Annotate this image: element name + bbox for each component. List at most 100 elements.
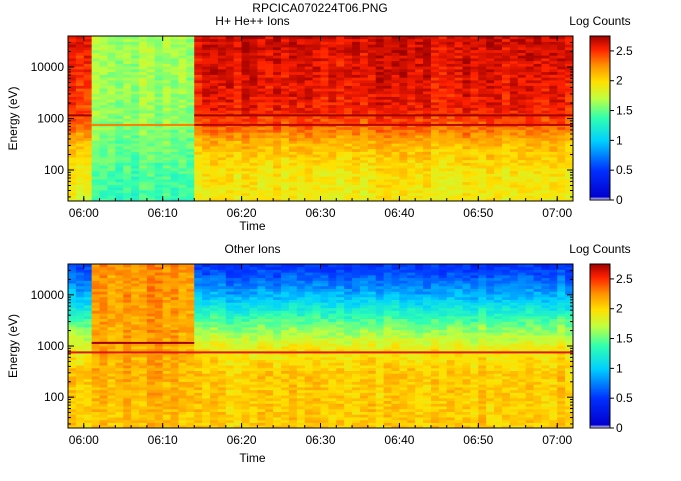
heatmap-cell <box>131 376 140 380</box>
heatmap-cell <box>525 181 534 185</box>
heatmap-cell <box>75 332 85 336</box>
heatmap-cell <box>454 69 463 73</box>
heatmap-cell <box>75 143 85 147</box>
heatmap-cell <box>233 121 242 125</box>
heatmap-cell <box>170 280 179 284</box>
heatmap-cell <box>115 269 124 273</box>
heatmap-cell <box>257 63 266 67</box>
heatmap-cell <box>525 129 534 133</box>
heatmap-cell <box>139 184 148 188</box>
heatmap-cell <box>454 135 463 139</box>
heatmap-cell <box>131 71 140 75</box>
heatmap-cell <box>170 310 179 314</box>
heatmap-cell <box>146 403 156 407</box>
heatmap-cell <box>75 359 85 363</box>
heatmap-cell <box>304 140 314 144</box>
heatmap-cell <box>312 129 321 133</box>
heatmap-cell <box>68 192 77 196</box>
heatmap-cell <box>438 44 448 48</box>
heatmap-cell <box>257 91 266 95</box>
heatmap-cell <box>446 151 456 155</box>
heatmap-cell <box>162 384 171 388</box>
heatmap-cell <box>170 378 179 382</box>
heatmap-cell <box>123 69 132 73</box>
heatmap-cell <box>494 82 503 86</box>
heatmap-cell <box>525 148 534 152</box>
heatmap-cell <box>281 115 290 119</box>
heatmap-cell <box>154 365 164 369</box>
heatmap-cell <box>470 91 479 95</box>
heatmap-cell <box>454 44 463 48</box>
heatmap-cell <box>494 41 503 45</box>
heatmap-cell <box>375 118 385 122</box>
heatmap-cell <box>383 148 392 152</box>
heatmap-cell <box>249 66 258 70</box>
heatmap-cell <box>170 132 179 136</box>
heatmap-cell <box>83 354 93 358</box>
heatmap-cell <box>233 71 242 75</box>
heatmap-cell <box>430 71 440 75</box>
heatmap-cell <box>210 195 219 199</box>
heatmap-cell <box>68 88 77 92</box>
heatmap-cell <box>162 168 171 172</box>
heatmap-cell <box>178 400 187 404</box>
heatmap-cell <box>99 280 108 284</box>
heatmap-cell <box>99 88 108 92</box>
heatmap-cell <box>186 324 195 328</box>
heatmap-cell <box>75 126 85 130</box>
heatmap-cell <box>115 296 124 300</box>
heatmap-cell <box>210 69 219 73</box>
heatmap-cell <box>501 132 511 136</box>
heatmap-cell <box>115 66 124 70</box>
heatmap-cell <box>107 392 116 396</box>
heatmap-cell <box>68 55 77 59</box>
heatmap-cell <box>178 359 187 363</box>
heatmap-cell <box>123 55 132 59</box>
heatmap-cell <box>438 146 448 150</box>
heatmap-cell <box>154 69 164 73</box>
heatmap-cell <box>186 348 195 352</box>
heatmap-cell <box>399 41 408 45</box>
heatmap-cell <box>391 198 400 202</box>
heatmap-cell <box>470 80 479 84</box>
heatmap-cell <box>75 346 85 350</box>
heatmap-cell <box>107 115 116 119</box>
heatmap-cell <box>154 198 164 202</box>
heatmap-cell <box>359 159 369 163</box>
heatmap-cell <box>194 362 203 366</box>
heatmap-cell <box>296 129 306 133</box>
heatmap-cell <box>501 66 511 70</box>
heatmap-cell <box>139 110 148 114</box>
heatmap-cell <box>131 121 140 125</box>
heatmap-cell <box>75 66 85 70</box>
heatmap-cell <box>557 66 566 70</box>
heatmap-cell <box>107 329 116 333</box>
heatmap-cell <box>210 159 219 163</box>
heatmap-cell <box>83 381 93 385</box>
heatmap-cell <box>273 190 282 194</box>
heatmap-cell <box>186 107 195 111</box>
heatmap-cell <box>107 272 116 276</box>
heatmap-cell <box>115 187 124 191</box>
heatmap-cell <box>281 63 290 67</box>
heatmap-cell <box>470 151 479 155</box>
heatmap-cell <box>162 58 171 62</box>
heatmap-cell <box>139 154 148 158</box>
heatmap-cell <box>336 66 345 70</box>
heatmap-cell <box>415 154 424 158</box>
heatmap-cell <box>99 403 108 407</box>
heatmap-cell <box>210 151 219 155</box>
heatmap-cell <box>391 49 400 53</box>
heatmap-cell <box>257 44 266 48</box>
heatmap-cell <box>352 107 361 111</box>
heatmap-cell <box>549 110 558 114</box>
heatmap-cell <box>202 181 211 185</box>
heatmap-cell <box>146 135 156 139</box>
heatmap-cell <box>557 165 566 169</box>
heatmap-cell <box>241 80 250 84</box>
heatmap-cell <box>170 266 179 270</box>
heatmap-cell <box>328 181 337 185</box>
heatmap-cell <box>288 104 298 108</box>
heatmap-cell <box>83 283 93 287</box>
heatmap-cell <box>115 49 124 53</box>
